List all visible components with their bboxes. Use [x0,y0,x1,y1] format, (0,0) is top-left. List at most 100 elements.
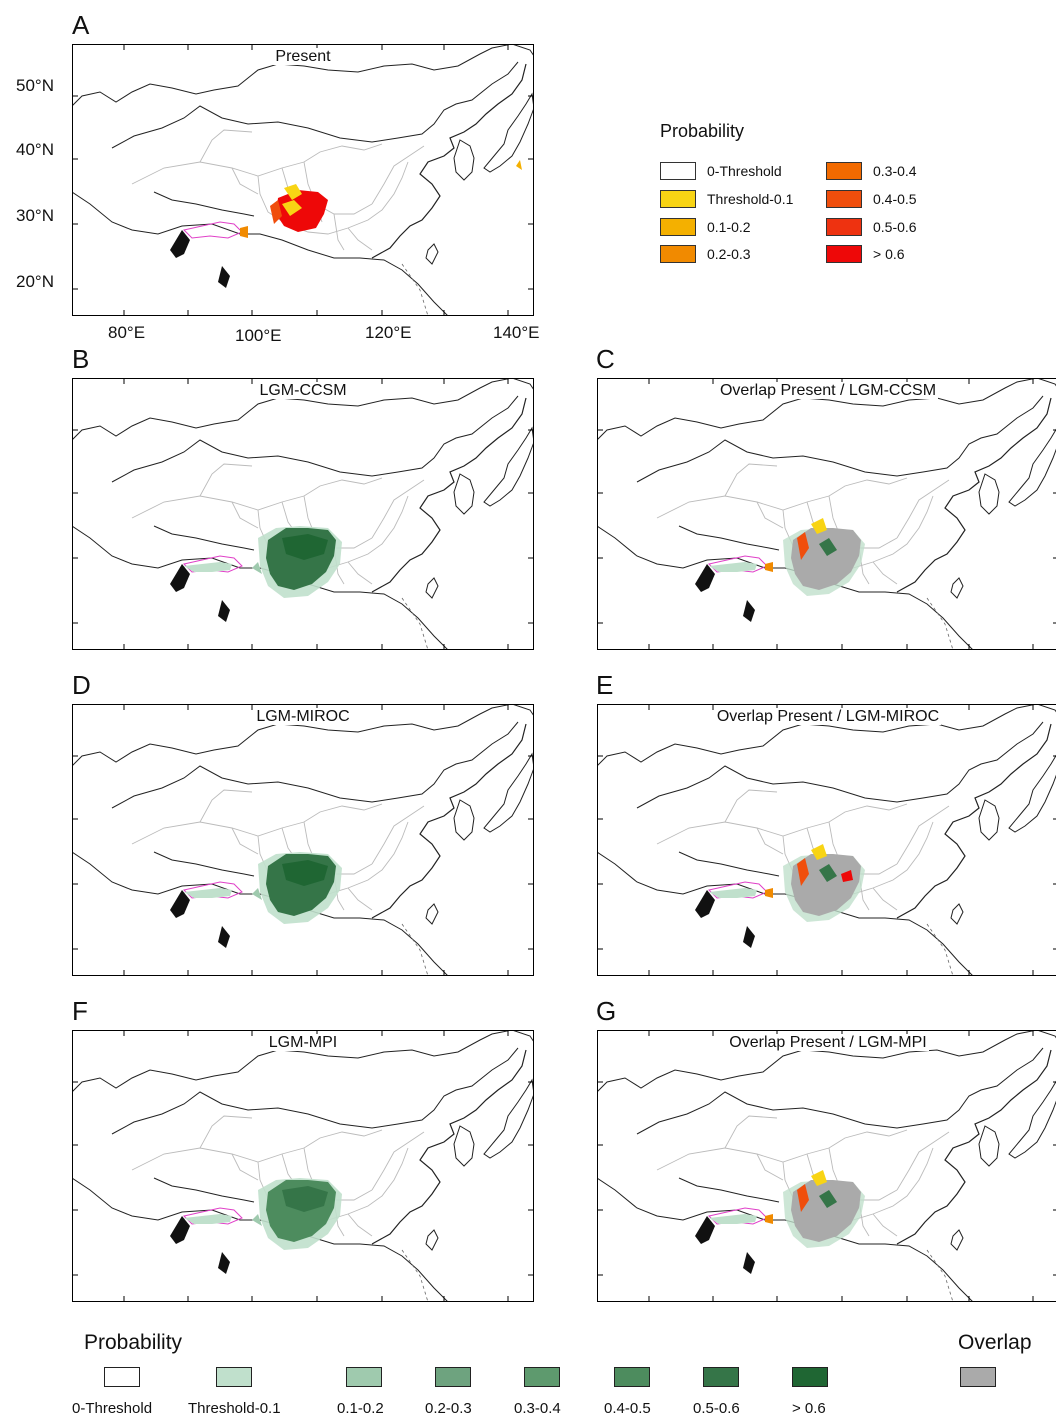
taiwan-outline [425,577,439,599]
delta-region [695,890,715,918]
country-borders [72,1030,534,1302]
lgm-range-patch [252,888,262,900]
present-only-north [811,518,827,534]
map-background [72,704,534,976]
lgm-only-core [819,1190,837,1208]
present-legend-swatch-2 [660,218,696,236]
province-line [231,827,259,855]
map-background [597,1030,1056,1302]
sea-boundary [926,1249,954,1302]
map-lgm-mpi [72,1030,534,1302]
map-title-c: Overlap Present / LGM-CCSM [717,382,939,399]
present-only-west [797,532,809,560]
map-frame-top [597,1030,1056,1302]
present-legend-label-4: 0.3-0.4 [873,163,917,179]
map-panel-b: LGM-CCSM [72,378,534,650]
lgm-legend-label-2: 0.1-0.2 [337,1400,384,1417]
taiwan-outline [425,903,439,925]
lgm-only-core [819,864,837,882]
lgm-legend-label-0: 0-Threshold [72,1400,153,1417]
province-line [872,887,898,911]
present-legend-swatch-3 [660,245,696,263]
delta-region [695,1216,715,1244]
map-background [597,378,1056,650]
east-coastline [371,397,527,593]
coast-region [218,266,230,288]
map-title-a: Present [273,48,333,65]
taiwan-outline [425,1229,439,1251]
map-lgm-miroc [72,704,534,976]
lat-label-20n: 20°N [16,272,54,291]
province-line [199,1115,253,1149]
province-line [199,463,253,497]
korea-outline [453,473,475,515]
lgm-legend-title: Probability [84,1331,183,1354]
japan-outline [483,92,534,173]
present-only-outlier [765,1214,773,1224]
lgm-legend-label-5: 0.4-0.5 [604,1400,651,1417]
lgm-range-west [184,562,232,572]
coast-region [218,1252,230,1274]
lon-label-100e: 100°E [235,326,282,345]
present-legend-swatch-7 [826,245,862,263]
lon-label-140e: 140°E [493,323,540,342]
korea-outline [453,799,475,841]
north-coastline [72,1030,534,1093]
himalaya-border [153,851,255,877]
lat-label-30n: 30°N [16,206,54,225]
country-borders [597,378,1056,650]
map-panel-e: Overlap Present / LGM-MIROC [597,704,1056,976]
province-line [199,129,253,163]
overlap-west [709,888,757,898]
mongolia-border [111,61,519,149]
present-legend-label-3: 0.2-0.3 [707,246,751,262]
present-legend-label-2: 0.1-0.2 [707,219,751,235]
panel-letter-a: A [72,10,90,40]
lgm-range-patch [252,1214,262,1226]
present-legend-swatch-6 [826,218,862,236]
province-line [347,561,373,585]
province-line [347,887,373,911]
province-line [231,167,259,195]
province-line [872,561,898,585]
map-present [72,44,534,316]
lgm-legend-label-1: Threshold-0.1 [188,1400,281,1417]
province-line [347,227,373,251]
present-legend-swatch-5 [826,190,862,208]
present-only-outlier [765,562,773,572]
taiwan-outline [950,903,964,925]
province-line [724,463,778,497]
himalaya-border [678,525,780,551]
himalaya-border [153,525,255,551]
north-coastline [72,704,534,767]
province-line [756,827,784,855]
present-only-west [797,858,809,886]
himalaya-border [153,1177,255,1203]
map-background [72,44,534,316]
east-coastline [896,1049,1052,1245]
taiwan-outline [950,1229,964,1251]
japan-outline [1008,428,1056,507]
map-title-f: LGM-MPI [266,1034,340,1051]
delta-region [170,890,190,918]
delta-region [695,564,715,592]
himalaya-border [678,851,780,877]
overlap-west [709,1214,757,1224]
map-title-d: LGM-MIROC [254,708,352,725]
present-legend-swatch-4 [826,162,862,180]
panel-letter-d: D [72,670,91,700]
mongolia-border [111,395,519,483]
present-only-north [811,1170,827,1186]
overlap-legend-title: Overlap [958,1331,1032,1354]
map-frame-top [597,378,1056,650]
overlap-legend-swatch [960,1367,996,1387]
mongolia-border [636,721,1044,809]
present-range-japan [516,160,522,170]
map-lgm-ccsm [72,378,534,650]
province-line [872,1213,898,1237]
map-title-b: LGM-CCSM [257,382,349,399]
map-overlap-ccsm [597,378,1056,650]
map-title-e: Overlap Present / LGM-MIROC [714,708,942,725]
map-panel-f: LGM-MPI [72,1030,534,1302]
present-range-core [276,190,328,232]
